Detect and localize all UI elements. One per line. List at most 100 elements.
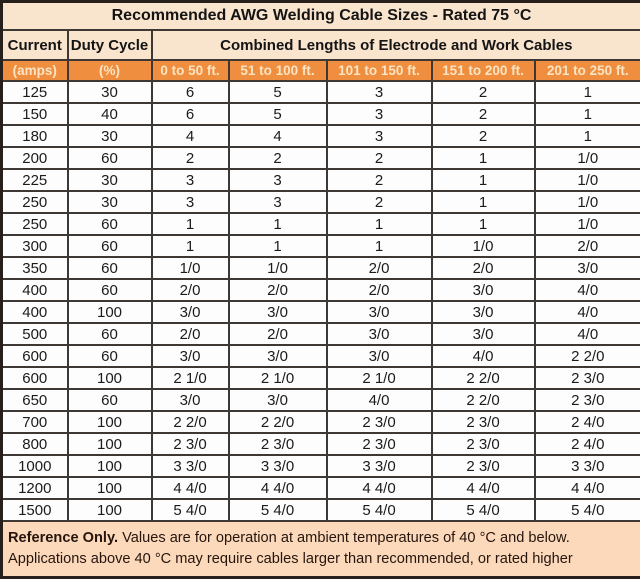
size-51-100-cell: 3/0 [229,301,327,323]
size-201-250-cell: 3/0 [535,257,640,279]
size-201-250-cell: 2/0 [535,235,640,257]
current-cell: 250 [2,213,68,235]
size-201-250-cell: 4/0 [535,279,640,301]
size-0-50-cell: 4 [152,125,229,147]
footer-note-bold: Reference Only. [8,530,118,546]
size-0-50-cell: 1 [152,213,229,235]
subheader-151-200ft: 151 to 200 ft. [432,60,535,81]
column-header-combined-lengths: Combined Lengths of Electrode and Work C… [152,30,640,60]
current-cell: 250 [2,191,68,213]
size-51-100-cell: 3/0 [229,345,327,367]
size-0-50-cell: 3 [152,191,229,213]
size-51-100-cell: 2 [229,147,327,169]
size-101-150-cell: 3/0 [327,301,432,323]
size-151-200-cell: 1 [432,147,535,169]
sub-header-row: (amps) (%) 0 to 50 ft. 51 to 100 ft. 101… [2,60,640,81]
current-cell: 300 [2,235,68,257]
size-101-150-cell: 2/0 [327,279,432,301]
size-151-200-cell: 4 4/0 [432,477,535,499]
size-201-250-cell: 1 [535,125,640,147]
current-cell: 600 [2,345,68,367]
size-0-50-cell: 2 1/0 [152,367,229,389]
subheader-percent: (%) [68,60,152,81]
size-0-50-cell: 3 3/0 [152,455,229,477]
duty-cycle-cell: 100 [68,301,152,323]
size-201-250-cell: 1/0 [535,147,640,169]
current-cell: 600 [2,367,68,389]
duty-cycle-cell: 40 [68,103,152,125]
duty-cycle-cell: 30 [68,191,152,213]
current-cell: 350 [2,257,68,279]
current-cell: 650 [2,389,68,411]
duty-cycle-cell: 100 [68,433,152,455]
size-201-250-cell: 4/0 [535,323,640,345]
size-151-200-cell: 2 2/0 [432,389,535,411]
size-201-250-cell: 2 3/0 [535,389,640,411]
column-header-current: Current [2,30,68,60]
size-51-100-cell: 2/0 [229,279,327,301]
size-201-250-cell: 3 3/0 [535,455,640,477]
duty-cycle-cell: 100 [68,455,152,477]
size-101-150-cell: 2 1/0 [327,367,432,389]
size-51-100-cell: 3/0 [229,389,327,411]
table-title-row: Recommended AWG Welding Cable Sizes - Ra… [2,2,640,31]
size-101-150-cell: 3/0 [327,323,432,345]
size-0-50-cell: 3/0 [152,345,229,367]
current-cell: 400 [2,279,68,301]
size-51-100-cell: 1 [229,213,327,235]
size-151-200-cell: 2 [432,125,535,147]
current-cell: 1200 [2,477,68,499]
group-header-row: Current Duty Cycle Combined Lengths of E… [2,30,640,60]
size-151-200-cell: 3/0 [432,279,535,301]
current-cell: 1500 [2,499,68,521]
subheader-amps: (amps) [2,60,68,81]
size-151-200-cell: 2 2/0 [432,367,535,389]
size-201-250-cell: 5 4/0 [535,499,640,521]
size-101-150-cell: 3 [327,81,432,103]
column-header-duty-cycle: Duty Cycle [68,30,152,60]
size-201-250-cell: 1/0 [535,191,640,213]
size-101-150-cell: 4 4/0 [327,477,432,499]
size-151-200-cell: 5 4/0 [432,499,535,521]
size-0-50-cell: 6 [152,103,229,125]
size-51-100-cell: 5 4/0 [229,499,327,521]
footer-note: Reference Only. Values are for operation… [2,521,640,578]
size-101-150-cell: 3 3/0 [327,455,432,477]
size-101-150-cell: 3 [327,125,432,147]
size-51-100-cell: 5 [229,103,327,125]
size-51-100-cell: 3 3/0 [229,455,327,477]
current-cell: 400 [2,301,68,323]
subheader-101-150ft: 101 to 150 ft. [327,60,432,81]
size-151-200-cell: 4/0 [432,345,535,367]
size-201-250-cell: 2 4/0 [535,433,640,455]
duty-cycle-cell: 100 [68,477,152,499]
size-101-150-cell: 2 [327,147,432,169]
size-51-100-cell: 2 1/0 [229,367,327,389]
size-51-100-cell: 2 2/0 [229,411,327,433]
subheader-0-50ft: 0 to 50 ft. [152,60,229,81]
duty-cycle-cell: 60 [68,323,152,345]
size-151-200-cell: 2 [432,81,535,103]
size-151-200-cell: 2 [432,103,535,125]
duty-cycle-cell: 100 [68,411,152,433]
current-cell: 225 [2,169,68,191]
duty-cycle-cell: 60 [68,235,152,257]
size-151-200-cell: 1 [432,169,535,191]
duty-cycle-cell: 100 [68,499,152,521]
size-101-150-cell: 3/0 [327,345,432,367]
size-201-250-cell: 1 [535,103,640,125]
size-0-50-cell: 2 2/0 [152,411,229,433]
